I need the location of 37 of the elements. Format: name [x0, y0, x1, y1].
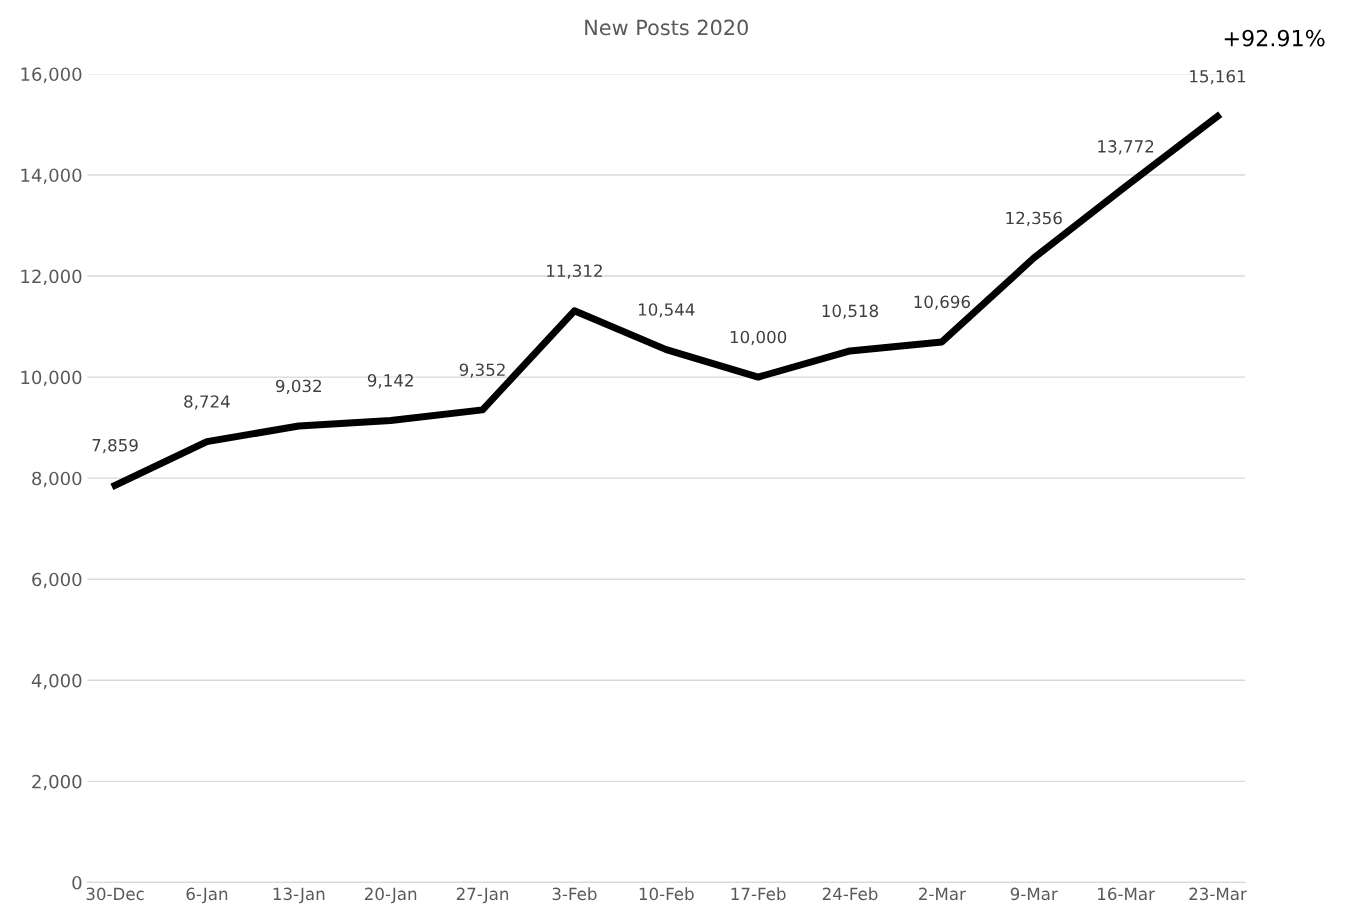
x-tick-label: 17-Feb	[731, 887, 786, 901]
x-tick-label: 6-Jan	[186, 887, 228, 904]
text: 9,032	[275, 379, 321, 394]
y-tick-label: 4,000	[31, 673, 82, 690]
y-tick-label: 14,000	[21, 168, 82, 184]
x-tick-label: 16-Mar	[1098, 887, 1155, 901]
text: 11,312	[547, 264, 602, 279]
x-tick-label: 10-Feb	[639, 887, 694, 901]
x-tick-label: 27-Jan	[456, 887, 509, 904]
text: 12,356	[1006, 211, 1062, 226]
x-tick-label: 23-Mar	[1189, 887, 1247, 901]
text: 10,518	[822, 304, 879, 319]
text: +92.91%	[1224, 29, 1325, 47]
x-tick-label: 24-Feb	[822, 887, 878, 901]
y-tick-label: 0	[72, 875, 82, 890]
text: 9,142	[367, 374, 413, 389]
text: 9,352	[459, 363, 505, 378]
text: 15,161	[1190, 69, 1246, 85]
y-tick-label: 10,000	[21, 370, 82, 387]
x-tick-label: 3-Feb	[552, 887, 597, 901]
x-tick-label: 2-Mar	[919, 887, 966, 901]
x-tick-label: 9-Mar	[1010, 887, 1058, 901]
chart-title: New Posts 2020	[585, 19, 748, 36]
x-tick-label: 20-Jan	[364, 887, 417, 904]
y-tick-label: 6,000	[32, 572, 82, 589]
text: 10,544	[638, 303, 695, 318]
text: 10,696	[914, 295, 970, 310]
y-tick-label: 16,000	[21, 67, 82, 83]
text: 13,772	[1098, 140, 1154, 155]
x-tick-label: 13-Jan	[273, 887, 325, 904]
text: 7,859	[92, 438, 138, 454]
y-tick-label: 8,000	[32, 471, 82, 488]
y-tick-label: 12,000	[21, 269, 82, 285]
x-tick-label: 30-Dec	[86, 887, 144, 901]
text: 8,724	[184, 395, 230, 410]
y-tick-label: 2,000	[32, 774, 82, 791]
text: 10,000	[730, 330, 787, 346]
